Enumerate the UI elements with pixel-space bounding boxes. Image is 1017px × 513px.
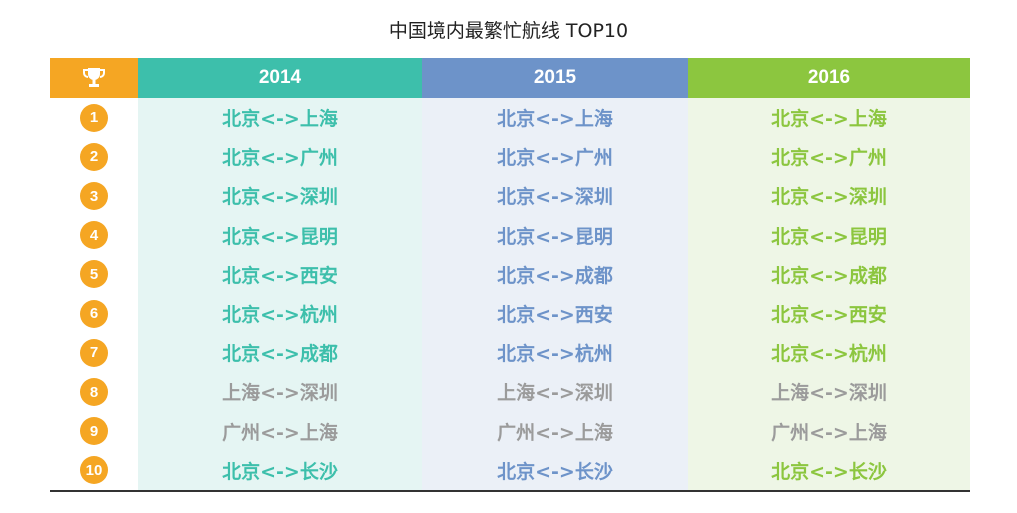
route-cell-2015: 北京<->深圳 bbox=[497, 186, 613, 209]
route-cell-2016: 上海<->深圳 bbox=[771, 382, 887, 405]
route-cell-2016: 北京<->广州 bbox=[771, 147, 887, 170]
rank-badge: 3 bbox=[80, 182, 108, 210]
column-header-2016: 2016 bbox=[688, 58, 970, 98]
rank-badge: 5 bbox=[80, 260, 108, 289]
route-cell-2016: 北京<->成都 bbox=[771, 264, 887, 287]
route-cell-2015: 广州<->上海 bbox=[497, 421, 613, 444]
rank-badge: 1 bbox=[80, 103, 108, 132]
route-cell-2014: 北京<->广州 bbox=[222, 147, 338, 170]
route-cell-2014: 北京<->长沙 bbox=[222, 460, 338, 483]
rank-badge: 9 bbox=[80, 417, 108, 446]
rank-header bbox=[50, 58, 138, 98]
column-bg-2016 bbox=[688, 98, 970, 490]
rank-badge: 2 bbox=[80, 142, 108, 171]
rank-badge: 4 bbox=[80, 221, 108, 250]
rank-badge: 6 bbox=[80, 299, 108, 328]
column-header-2015: 2015 bbox=[422, 58, 688, 98]
route-cell-2015: 上海<->深圳 bbox=[497, 382, 613, 405]
route-cell-2016: 北京<->上海 bbox=[771, 108, 887, 131]
route-cell-2014: 北京<->上海 bbox=[222, 108, 338, 131]
route-cell-2014: 北京<->昆明 bbox=[222, 225, 338, 248]
column-bg-2015 bbox=[422, 98, 688, 490]
route-cell-2014: 北京<->杭州 bbox=[222, 304, 338, 327]
route-cell-2015: 北京<->杭州 bbox=[497, 343, 613, 366]
table-bottom-rule bbox=[50, 490, 970, 492]
column-header-2014: 2014 bbox=[138, 58, 422, 98]
chart-title: 中国境内最繁忙航线 TOP10 bbox=[388, 20, 629, 42]
route-cell-2014: 北京<->成都 bbox=[222, 343, 338, 366]
route-cell-2015: 北京<->上海 bbox=[497, 108, 613, 131]
rank-badge: 8 bbox=[80, 378, 108, 406]
route-cell-2016: 北京<->昆明 bbox=[771, 225, 887, 248]
rank-badge: 7 bbox=[80, 338, 108, 367]
column-bg-2014 bbox=[138, 98, 422, 490]
route-cell-2014: 广州<->上海 bbox=[222, 421, 338, 444]
route-cell-2014: 北京<->西安 bbox=[222, 264, 338, 287]
route-cell-2015: 北京<->广州 bbox=[497, 147, 613, 170]
route-cell-2015: 北京<->成都 bbox=[497, 264, 613, 287]
route-cell-2015: 北京<->西安 bbox=[497, 304, 613, 327]
route-cell-2014: 北京<->深圳 bbox=[222, 186, 338, 209]
route-cell-2016: 北京<->西安 bbox=[771, 304, 887, 327]
route-cell-2016: 广州<->上海 bbox=[771, 421, 887, 444]
route-cell-2014: 上海<->深圳 bbox=[222, 382, 338, 405]
trophy-icon bbox=[83, 68, 105, 87]
route-cell-2016: 北京<->长沙 bbox=[771, 460, 887, 483]
route-cell-2015: 北京<->长沙 bbox=[497, 460, 613, 483]
rank-badge: 10 bbox=[80, 456, 108, 485]
route-cell-2016: 北京<->杭州 bbox=[771, 343, 887, 366]
route-cell-2016: 北京<->深圳 bbox=[771, 186, 887, 209]
route-cell-2015: 北京<->昆明 bbox=[497, 225, 613, 248]
